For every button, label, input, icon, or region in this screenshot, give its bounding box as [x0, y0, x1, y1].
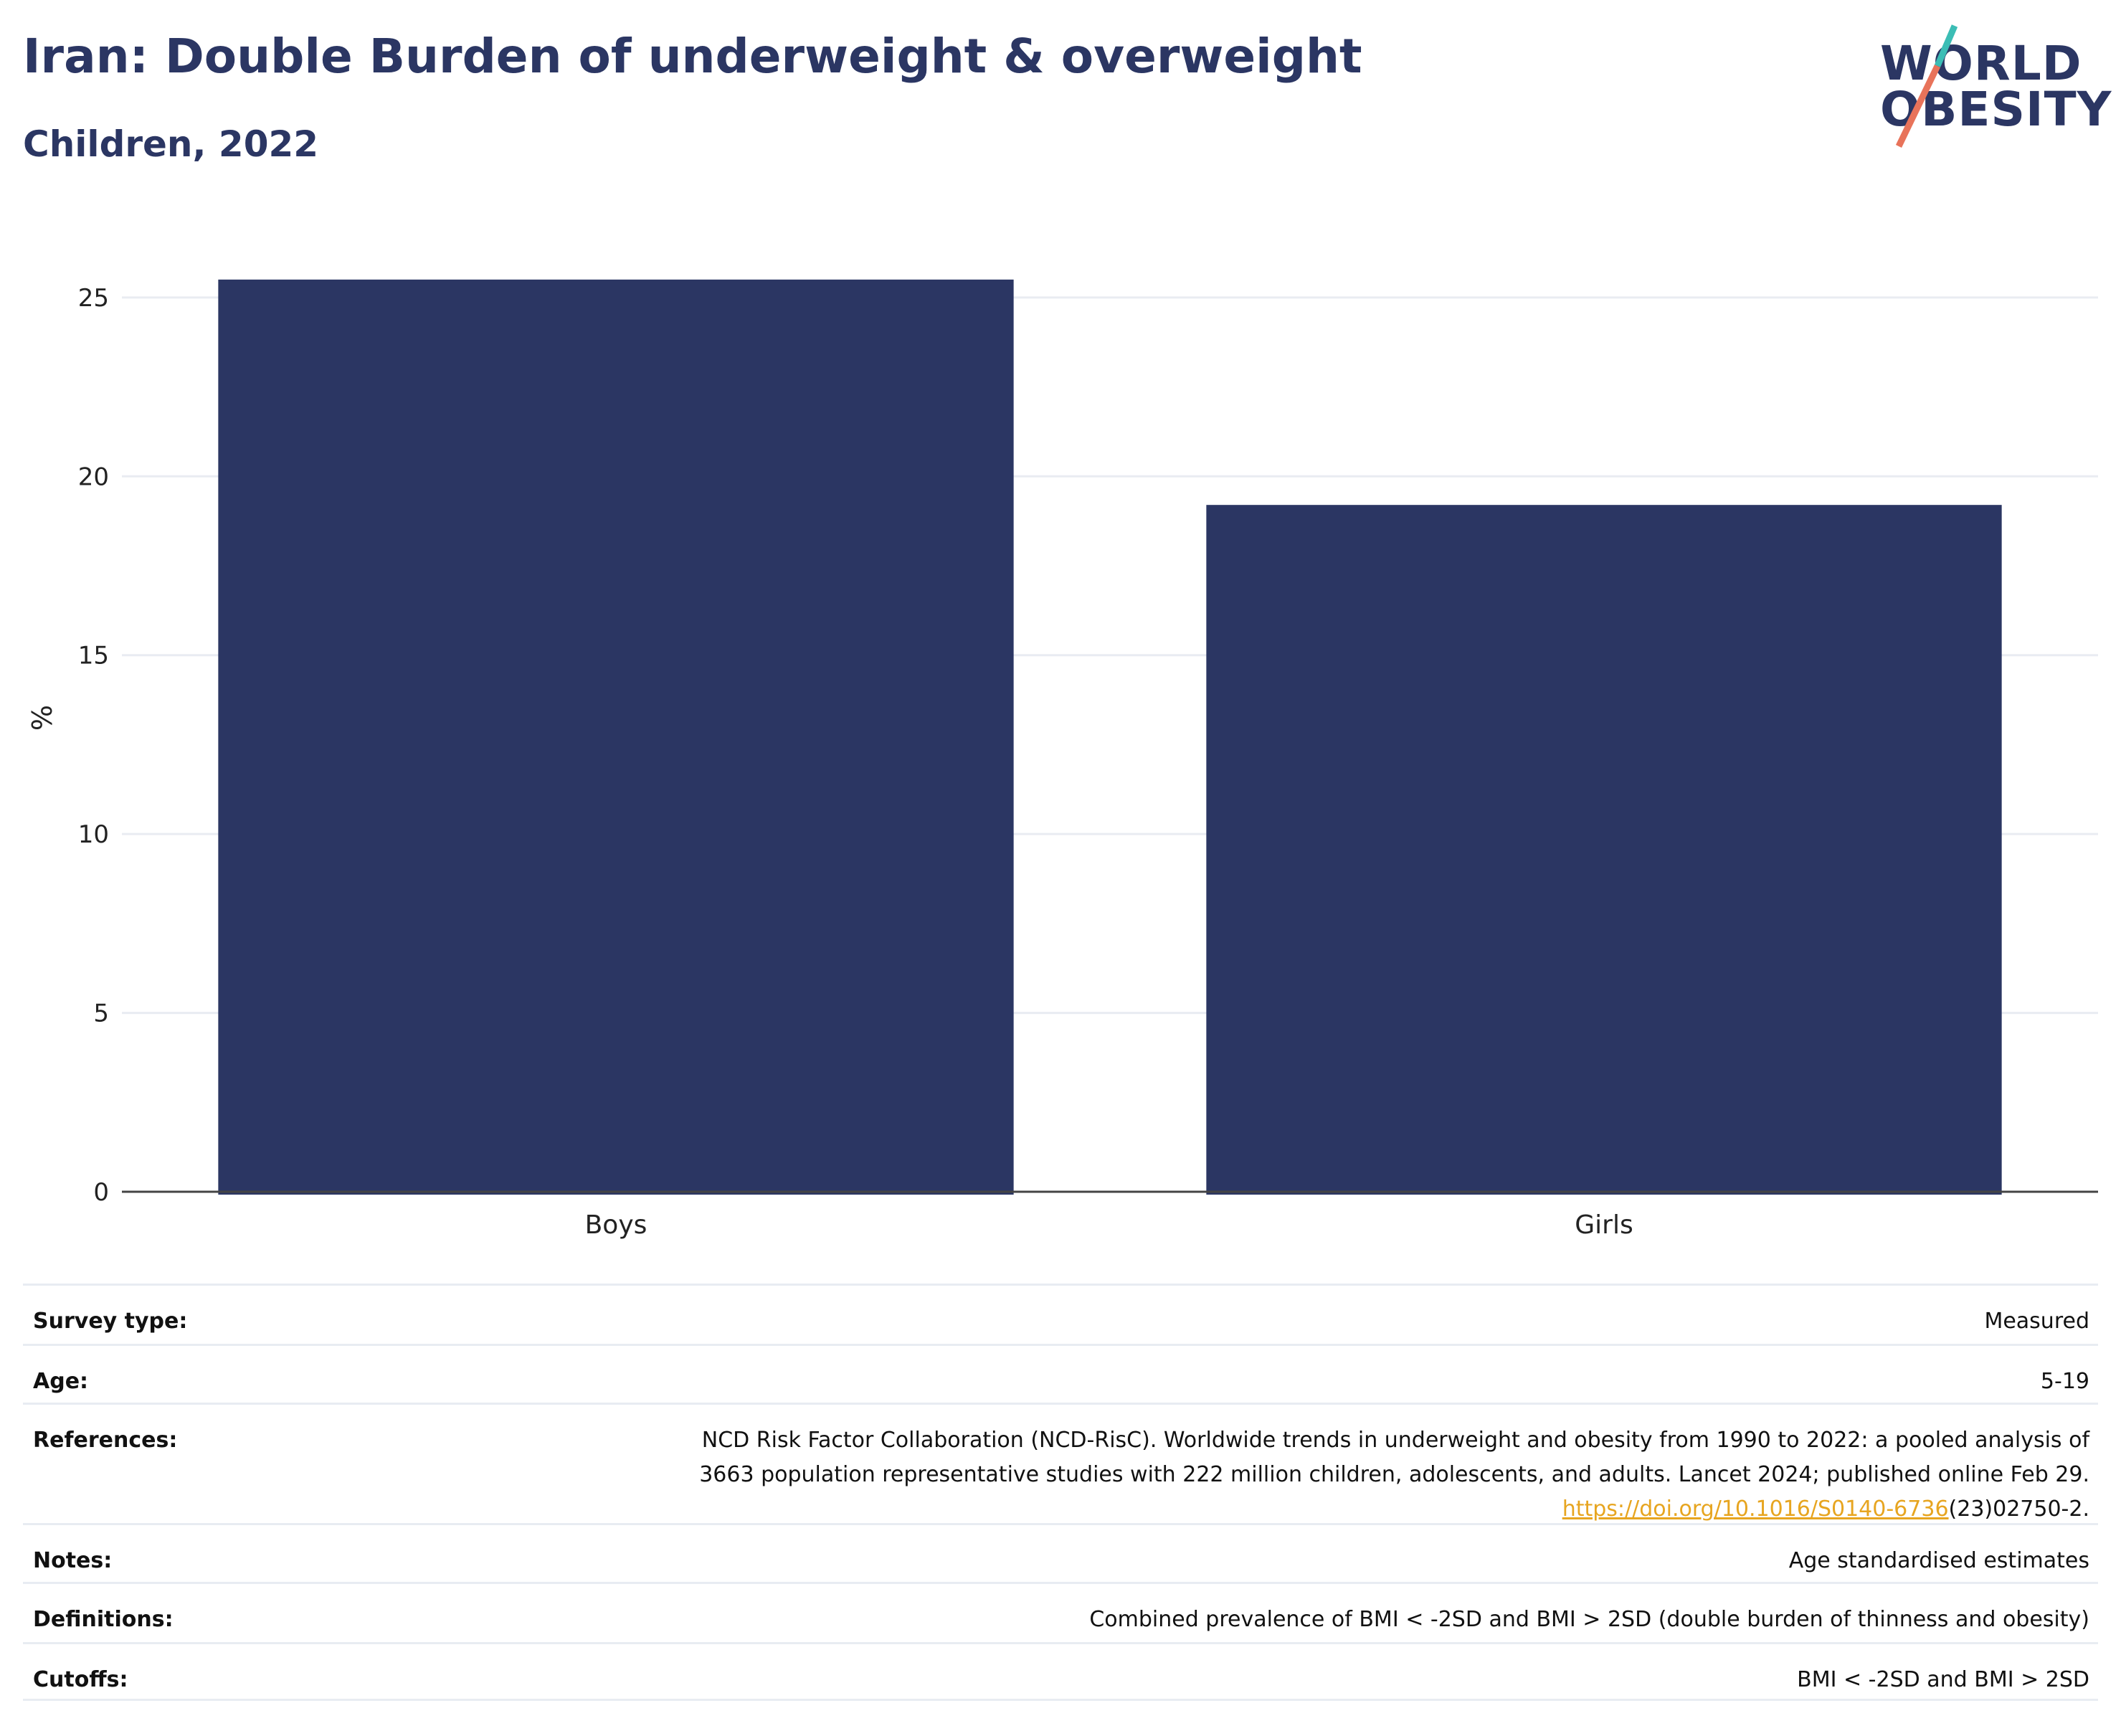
x-tick-label: Boys [585, 1210, 647, 1240]
y-axis-title: % [27, 705, 58, 731]
page-subtitle: Children, 2022 [23, 123, 319, 165]
slash-top-segment [1934, 24, 1958, 67]
slash-bottom-segment [1895, 65, 1941, 148]
metadata-row: Notes: Age standardised estimates [23, 1523, 2098, 1582]
reference-doi-suffix: (23)02750-2. [1948, 1497, 2089, 1522]
metadata-value: Measured [1984, 1309, 2089, 1334]
metadata-label: Age: [33, 1369, 89, 1394]
reference-line: NCD Risk Factor Collaboration (NCD-RisC)… [701, 1428, 2089, 1453]
metadata-value: Age standardised estimates [1788, 1548, 2089, 1573]
metadata-label: References: [33, 1428, 178, 1453]
y-tick-label: 25 [78, 284, 109, 313]
y-tick-label: 10 [78, 820, 109, 849]
metadata-value: BMI < -2SD and BMI > 2SD [1797, 1667, 2089, 1692]
metadata-label: Survey type: [33, 1309, 188, 1334]
page-title: Iran: Double Burden of underweight & ove… [23, 29, 1362, 84]
metadata-value: NCD Risk Factor Collaboration (NCD-RisC)… [699, 1423, 2089, 1527]
metadata-value: Combined prevalence of BMI < -2SD and BM… [1089, 1607, 2089, 1632]
metadata-label: Notes: [33, 1548, 113, 1573]
y-tick-label: 20 [78, 463, 109, 491]
x-tick-label: Girls [1575, 1210, 1633, 1240]
bar-girls[interactable] [1206, 505, 2002, 1195]
metadata-label: Cutoffs: [33, 1667, 128, 1692]
bar-boys[interactable] [218, 279, 1014, 1195]
reference-link-line: https://doi.org/10.1016/S0140-6736(23)02… [699, 1492, 2089, 1527]
bars [218, 279, 2002, 1195]
axes: 0 5 10 15 20 25 Boys Girls [78, 284, 2098, 1240]
world-obesity-slash-icon [1895, 24, 1958, 148]
y-tick-label: 15 [78, 642, 109, 670]
reference-doi-link[interactable]: https://doi.org/10.1016/S0140-6736 [1562, 1497, 1949, 1522]
metadata-row: References: NCD Risk Factor Collaboration… [23, 1403, 2098, 1523]
metadata-value: 5-19 [2040, 1369, 2089, 1394]
reference-line: 3663 population representative studies w… [699, 1462, 2089, 1487]
y-tick-label: 0 [93, 1178, 109, 1207]
world-obesity-logo[interactable]: WORLD OBESITY [1871, 22, 2111, 151]
bar-chart: 0 5 10 15 20 25 Boys Girls % [27, 279, 2098, 1240]
metadata-row: Age: 5-19 [23, 1344, 2098, 1403]
logo-word-world: WORLD [1880, 36, 2082, 91]
y-tick-label: 5 [93, 1000, 109, 1028]
metadata-label: Definitions: [33, 1607, 174, 1632]
metadata-row: Cutoffs: BMI < -2SD and BMI > 2SD [23, 1642, 2098, 1701]
metadata-table: Survey type: Measured Age: 5-19 References: N… [23, 1284, 2098, 1701]
metadata-row: Survey type: Measured [23, 1284, 2098, 1344]
metadata-row: Definitions: Combined prevalence of BMI <… [23, 1582, 2098, 1642]
